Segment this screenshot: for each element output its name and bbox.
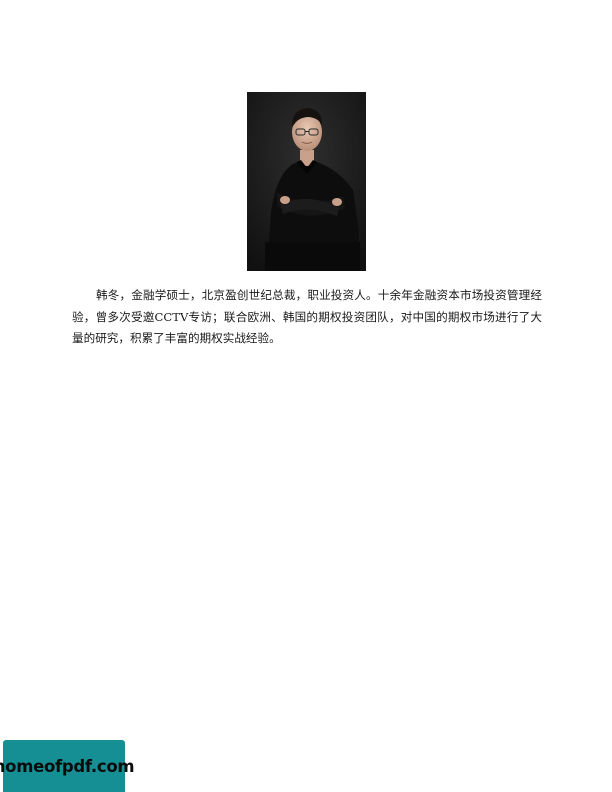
author-portrait (247, 92, 366, 271)
author-bio-paragraph: 韩冬，金融学硕士，北京盈创世纪总裁，职业投资人。十余年金融资本市场投资管理经验，… (72, 288, 542, 345)
watermark-text: homeofpdf.com (0, 756, 135, 776)
watermark-badge: homeofpdf.com (0, 740, 135, 792)
